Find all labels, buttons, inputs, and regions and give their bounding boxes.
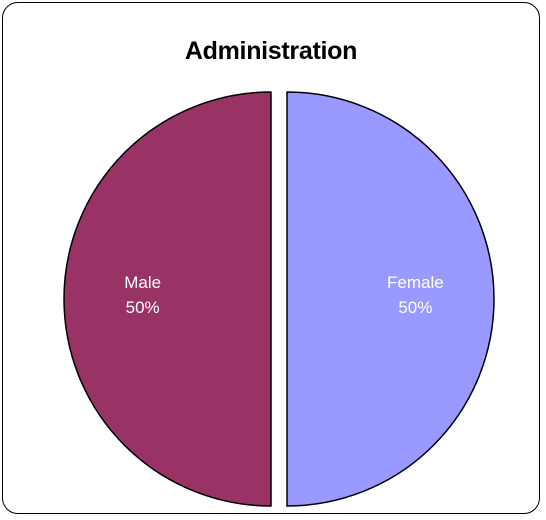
- pie-slice-female: [286, 91, 495, 507]
- chart-title: Administration: [184, 37, 358, 65]
- slice-label-male: Male: [124, 273, 161, 292]
- slice-percent-female: 50%: [398, 298, 432, 317]
- pie-slice-male: [63, 91, 272, 507]
- slice-percent-male: 50%: [126, 298, 160, 317]
- slice-label-female: Female: [387, 273, 444, 292]
